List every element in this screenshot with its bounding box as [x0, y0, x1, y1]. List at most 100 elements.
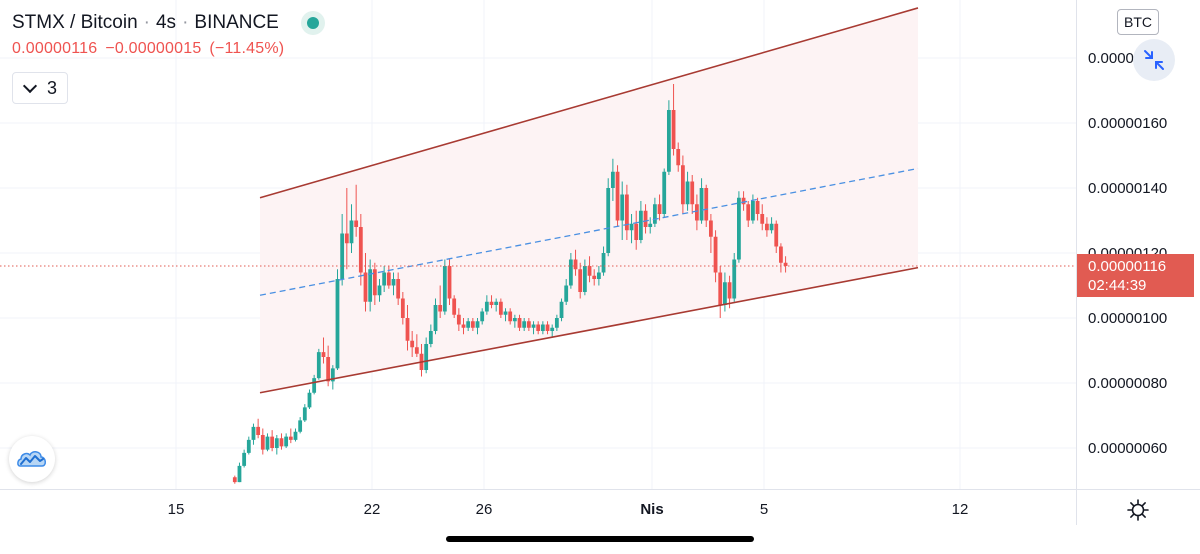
price-axis-label[interactable]: 0.00000060 — [1088, 440, 1167, 457]
current-price-value: 0.00000116 — [1088, 258, 1167, 275]
candle — [732, 253, 737, 302]
candle — [554, 314, 559, 331]
candle — [508, 308, 513, 325]
candle — [522, 318, 527, 331]
price-axis-label[interactable]: 0.00000160 — [1088, 115, 1167, 132]
candle-body — [690, 181, 695, 205]
time-axis-label[interactable]: Nis — [640, 501, 663, 518]
candle-body — [634, 223, 639, 240]
candle-body — [321, 352, 326, 357]
price-change-row: 0.00000116 −0.00000015 (−11.45%) — [12, 40, 325, 58]
candle — [568, 253, 573, 289]
candle — [526, 318, 531, 331]
candle-body — [610, 171, 615, 188]
candle-body — [638, 210, 643, 240]
candle — [284, 433, 289, 448]
indicator-collapse-button[interactable]: 3 — [12, 72, 69, 104]
candle-body — [405, 318, 410, 341]
candle — [760, 204, 765, 231]
candle — [484, 295, 489, 315]
candle — [256, 418, 261, 439]
candle-body — [470, 321, 475, 328]
candle-body — [676, 149, 681, 166]
candle — [746, 201, 751, 227]
channel-upper-line[interactable] — [259, 7, 919, 199]
status-dot-icon — [300, 11, 325, 35]
candle-body — [349, 220, 354, 244]
symbol-title[interactable]: STMX / Bitcoin — [12, 12, 138, 33]
candle-body — [774, 223, 779, 247]
candle — [260, 428, 265, 455]
time-axis-label[interactable]: 15 — [168, 501, 185, 518]
candle — [592, 269, 597, 286]
home-indicator[interactable] — [446, 536, 754, 542]
candle-body — [265, 436, 270, 450]
candle — [274, 435, 279, 455]
candle-body — [260, 435, 265, 450]
candle-series — [232, 84, 788, 484]
candle — [302, 404, 307, 422]
candle-body — [368, 269, 373, 302]
candle — [251, 423, 256, 445]
candle — [410, 331, 415, 357]
candle-body — [779, 246, 783, 263]
candle-body — [480, 311, 485, 322]
candle — [405, 305, 410, 351]
channel-middle-line[interactable] — [259, 167, 919, 296]
candle-body — [765, 223, 769, 231]
candle — [718, 266, 723, 318]
candle-body — [680, 165, 685, 205]
candle — [452, 295, 457, 318]
legend-separator: · — [182, 12, 189, 33]
candle-body — [512, 318, 517, 322]
candle — [237, 462, 242, 483]
gear-icon[interactable] — [1124, 496, 1152, 524]
interval-label[interactable]: 4s — [155, 12, 177, 33]
price-axis-label[interactable]: 0.00000100 — [1088, 310, 1167, 327]
candle — [442, 259, 447, 315]
candle — [512, 314, 517, 328]
channel-lower-line[interactable] — [259, 266, 919, 394]
candle-body — [746, 204, 751, 221]
time-axis-label[interactable]: 22 — [364, 501, 381, 518]
candle-body — [694, 204, 699, 221]
candle — [242, 449, 247, 468]
price-axis-label[interactable]: 0.00000080 — [1088, 375, 1167, 392]
candle — [676, 142, 681, 172]
candle — [391, 272, 396, 296]
candle — [447, 259, 452, 305]
channel-lines[interactable] — [259, 7, 919, 394]
time-axis-label[interactable]: 5 — [760, 501, 768, 518]
last-price: 0.00000116 — [12, 40, 98, 57]
price-axis-label[interactable]: 0.00000140 — [1088, 180, 1167, 197]
exchange-label: BINANCE — [194, 12, 279, 33]
candle-body — [652, 204, 657, 224]
candle — [638, 201, 643, 244]
candle-body — [335, 279, 340, 369]
chart-legend: STMX / Bitcoin · 4s · BINANCE 0.00000116… — [12, 10, 325, 58]
time-axis-label[interactable]: 12 — [952, 501, 969, 518]
time-axis-label[interactable]: 26 — [476, 501, 493, 518]
candle-body — [428, 331, 433, 344]
candle-body — [344, 233, 349, 244]
candle-body — [396, 279, 401, 299]
price-change: −0.00000015 — [105, 40, 202, 57]
candle-body — [284, 436, 289, 447]
candle — [456, 308, 461, 331]
candle — [545, 321, 550, 335]
candle — [666, 100, 671, 175]
candle-body — [274, 438, 279, 448]
candle-body — [704, 188, 709, 221]
candle-body — [400, 298, 405, 318]
currency-button[interactable]: BTC — [1117, 9, 1159, 35]
candle — [344, 188, 349, 270]
candle-body — [540, 324, 545, 331]
fullscreen-exit-button[interactable] — [1133, 39, 1175, 81]
logo-button[interactable] — [9, 436, 55, 482]
candle-body — [279, 438, 284, 447]
candle — [578, 262, 583, 299]
candle-body — [722, 282, 727, 305]
candle-body — [708, 220, 713, 237]
candle — [382, 266, 387, 292]
